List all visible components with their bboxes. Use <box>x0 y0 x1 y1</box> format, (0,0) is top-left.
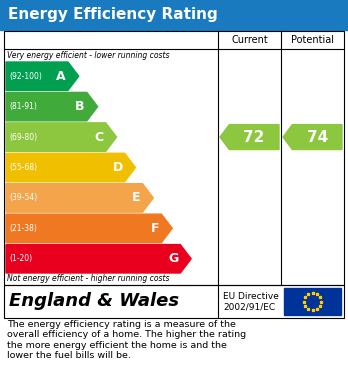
Text: (1-20): (1-20) <box>9 254 32 263</box>
Polygon shape <box>220 125 279 149</box>
Bar <box>4 285 344 318</box>
Text: E: E <box>132 192 141 204</box>
Bar <box>0 0 348 30</box>
Polygon shape <box>6 92 98 121</box>
Text: (81-91): (81-91) <box>9 102 37 111</box>
Polygon shape <box>6 184 153 212</box>
Text: G: G <box>168 252 178 265</box>
Polygon shape <box>283 125 342 149</box>
Text: Current: Current <box>231 35 268 45</box>
Text: (21-38): (21-38) <box>9 224 37 233</box>
Polygon shape <box>6 245 191 273</box>
Bar <box>4 31 344 285</box>
Text: 72: 72 <box>244 129 265 145</box>
Text: B: B <box>76 100 85 113</box>
Text: The energy efficiency rating is a measure of the
overall efficiency of a home. T: The energy efficiency rating is a measur… <box>7 320 246 360</box>
Polygon shape <box>6 214 172 242</box>
Text: F: F <box>151 222 159 235</box>
Text: Energy Efficiency Rating: Energy Efficiency Rating <box>8 7 218 23</box>
Text: (39-54): (39-54) <box>9 194 37 203</box>
Text: (55-68): (55-68) <box>9 163 37 172</box>
Polygon shape <box>6 123 117 151</box>
Text: Very energy efficient - lower running costs: Very energy efficient - lower running co… <box>7 51 169 60</box>
Text: 74: 74 <box>307 129 328 145</box>
Text: Potential: Potential <box>291 35 334 45</box>
Text: (69-80): (69-80) <box>9 133 37 142</box>
Text: EU Directive
2002/91/EC: EU Directive 2002/91/EC <box>223 292 279 311</box>
Polygon shape <box>6 153 135 182</box>
Text: A: A <box>56 70 66 83</box>
Bar <box>284 288 341 315</box>
Text: England & Wales: England & Wales <box>9 292 179 310</box>
Text: D: D <box>112 161 122 174</box>
Text: C: C <box>95 131 104 143</box>
Text: (92-100): (92-100) <box>9 72 42 81</box>
Text: Not energy efficient - higher running costs: Not energy efficient - higher running co… <box>7 274 169 283</box>
Polygon shape <box>6 62 79 90</box>
